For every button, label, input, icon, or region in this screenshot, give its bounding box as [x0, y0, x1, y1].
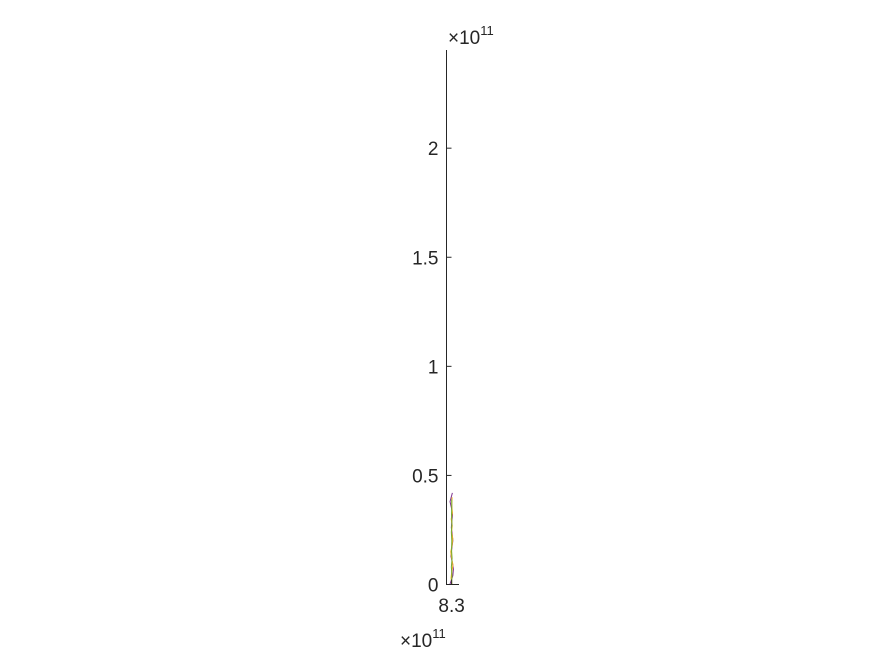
y-tick-label: 1.5 [412, 248, 438, 269]
y-tick-label: 1 [428, 357, 439, 378]
y-ticks: 0 0.5 1 1.5 2 [412, 139, 452, 597]
x-axis-multiplier: ×1011 [400, 626, 446, 652]
y-tick-label: 0 [428, 576, 439, 597]
series-line-3 [450, 499, 453, 585]
y-axis-multiplier: ×1011 [448, 23, 494, 49]
x-tick-label: 8.3 [438, 596, 464, 617]
x-ticks: 8.3 [438, 579, 465, 617]
y-tick-label: 2 [428, 139, 439, 160]
plot-lines [449, 492, 454, 585]
y-tick-label: 0.5 [412, 466, 438, 487]
